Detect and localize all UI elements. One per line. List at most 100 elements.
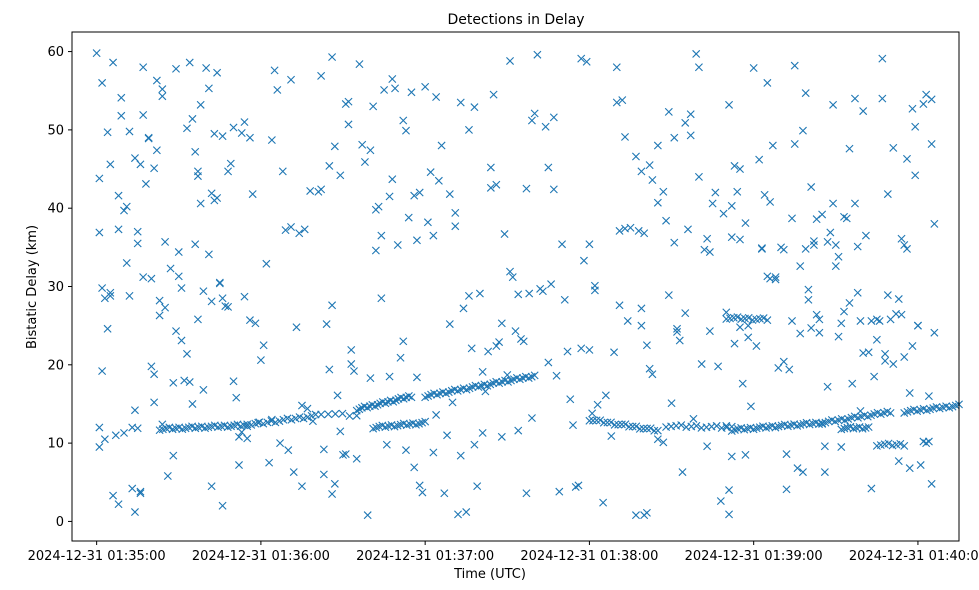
data-point <box>779 357 788 366</box>
data-point <box>429 231 438 240</box>
data-point <box>459 304 468 313</box>
data-point <box>807 324 816 332</box>
data-point <box>161 237 170 246</box>
data-point <box>744 321 753 330</box>
data-point <box>730 339 739 348</box>
data-point <box>585 416 594 425</box>
data-point <box>106 288 115 297</box>
data-point <box>705 248 714 257</box>
data-point <box>462 508 471 517</box>
data-point <box>139 111 148 119</box>
data-point <box>683 225 692 234</box>
data-point <box>670 238 679 247</box>
data-point <box>95 174 104 183</box>
data-point <box>615 226 624 235</box>
data-point <box>388 175 397 184</box>
data-point <box>245 133 254 142</box>
data-point <box>585 240 594 249</box>
data-point <box>330 479 339 488</box>
data-point <box>169 378 178 387</box>
data-point <box>681 309 690 318</box>
data-point <box>281 226 290 235</box>
data-point <box>235 432 243 441</box>
data-point <box>478 367 487 376</box>
data-point <box>603 418 612 427</box>
data-point <box>415 188 424 197</box>
data-point <box>130 154 139 163</box>
data-point <box>437 141 446 150</box>
data-point <box>139 273 148 282</box>
data-point <box>215 279 224 288</box>
data-point <box>930 219 939 228</box>
data-point <box>646 424 655 433</box>
data-point <box>188 399 197 408</box>
data-point <box>333 391 342 400</box>
data-point <box>486 183 495 192</box>
data-point <box>188 114 197 123</box>
data-point <box>470 440 479 449</box>
data-point <box>908 104 917 113</box>
data-point <box>763 78 772 87</box>
data-point <box>853 288 862 297</box>
data-point <box>902 154 911 163</box>
data-point <box>147 362 156 371</box>
data-point <box>514 290 523 299</box>
data-point <box>404 213 413 222</box>
data-point <box>421 82 430 91</box>
data-point <box>820 442 829 451</box>
data-point <box>861 423 870 432</box>
data-point <box>527 414 536 423</box>
data-point <box>820 468 829 477</box>
data-point <box>749 64 758 73</box>
data-point <box>204 250 213 259</box>
data-point <box>664 291 673 300</box>
data-point <box>155 311 164 320</box>
data-point <box>352 454 361 463</box>
data-point <box>297 401 306 410</box>
data-point <box>182 349 191 358</box>
data-point <box>760 190 769 199</box>
data-point <box>196 199 205 208</box>
data-point <box>478 428 487 437</box>
data-point <box>694 172 703 181</box>
data-point <box>259 341 268 350</box>
data-point <box>782 450 791 459</box>
data-point <box>588 409 597 418</box>
data-point <box>733 187 742 196</box>
chart-title: Detections in Delay <box>447 12 584 28</box>
data-point <box>725 510 734 519</box>
data-point <box>790 139 799 148</box>
data-point <box>445 190 454 199</box>
data-point <box>98 284 107 293</box>
data-point <box>642 508 651 517</box>
data-point <box>347 360 356 369</box>
data-point <box>637 304 646 313</box>
data-point <box>632 422 641 431</box>
data-point <box>793 464 802 473</box>
data-point <box>840 307 849 316</box>
y-axis-label: Bistatic Delay (km) <box>25 225 40 349</box>
data-point <box>256 356 265 365</box>
data-point <box>530 109 539 118</box>
data-point <box>139 63 148 72</box>
data-point <box>686 131 695 140</box>
data-point <box>653 435 662 444</box>
data-point <box>144 134 153 143</box>
data-point <box>440 489 449 498</box>
data-point <box>621 420 630 429</box>
data-point <box>607 418 616 427</box>
data-point <box>506 56 515 65</box>
data-point <box>349 367 358 376</box>
data-point <box>193 172 202 181</box>
data-point <box>98 367 107 376</box>
y-tick-label: 40 <box>47 202 64 217</box>
data-point <box>631 511 640 520</box>
data-point <box>563 347 572 356</box>
data-point <box>883 291 892 300</box>
x-axis: 2024-12-31 01:35:00 2024-12-31 01:36:00 20… <box>28 541 979 564</box>
data-point <box>896 439 905 448</box>
data-point <box>355 60 364 69</box>
data-point <box>801 89 810 98</box>
data-point <box>344 97 353 106</box>
data-point <box>722 308 731 317</box>
